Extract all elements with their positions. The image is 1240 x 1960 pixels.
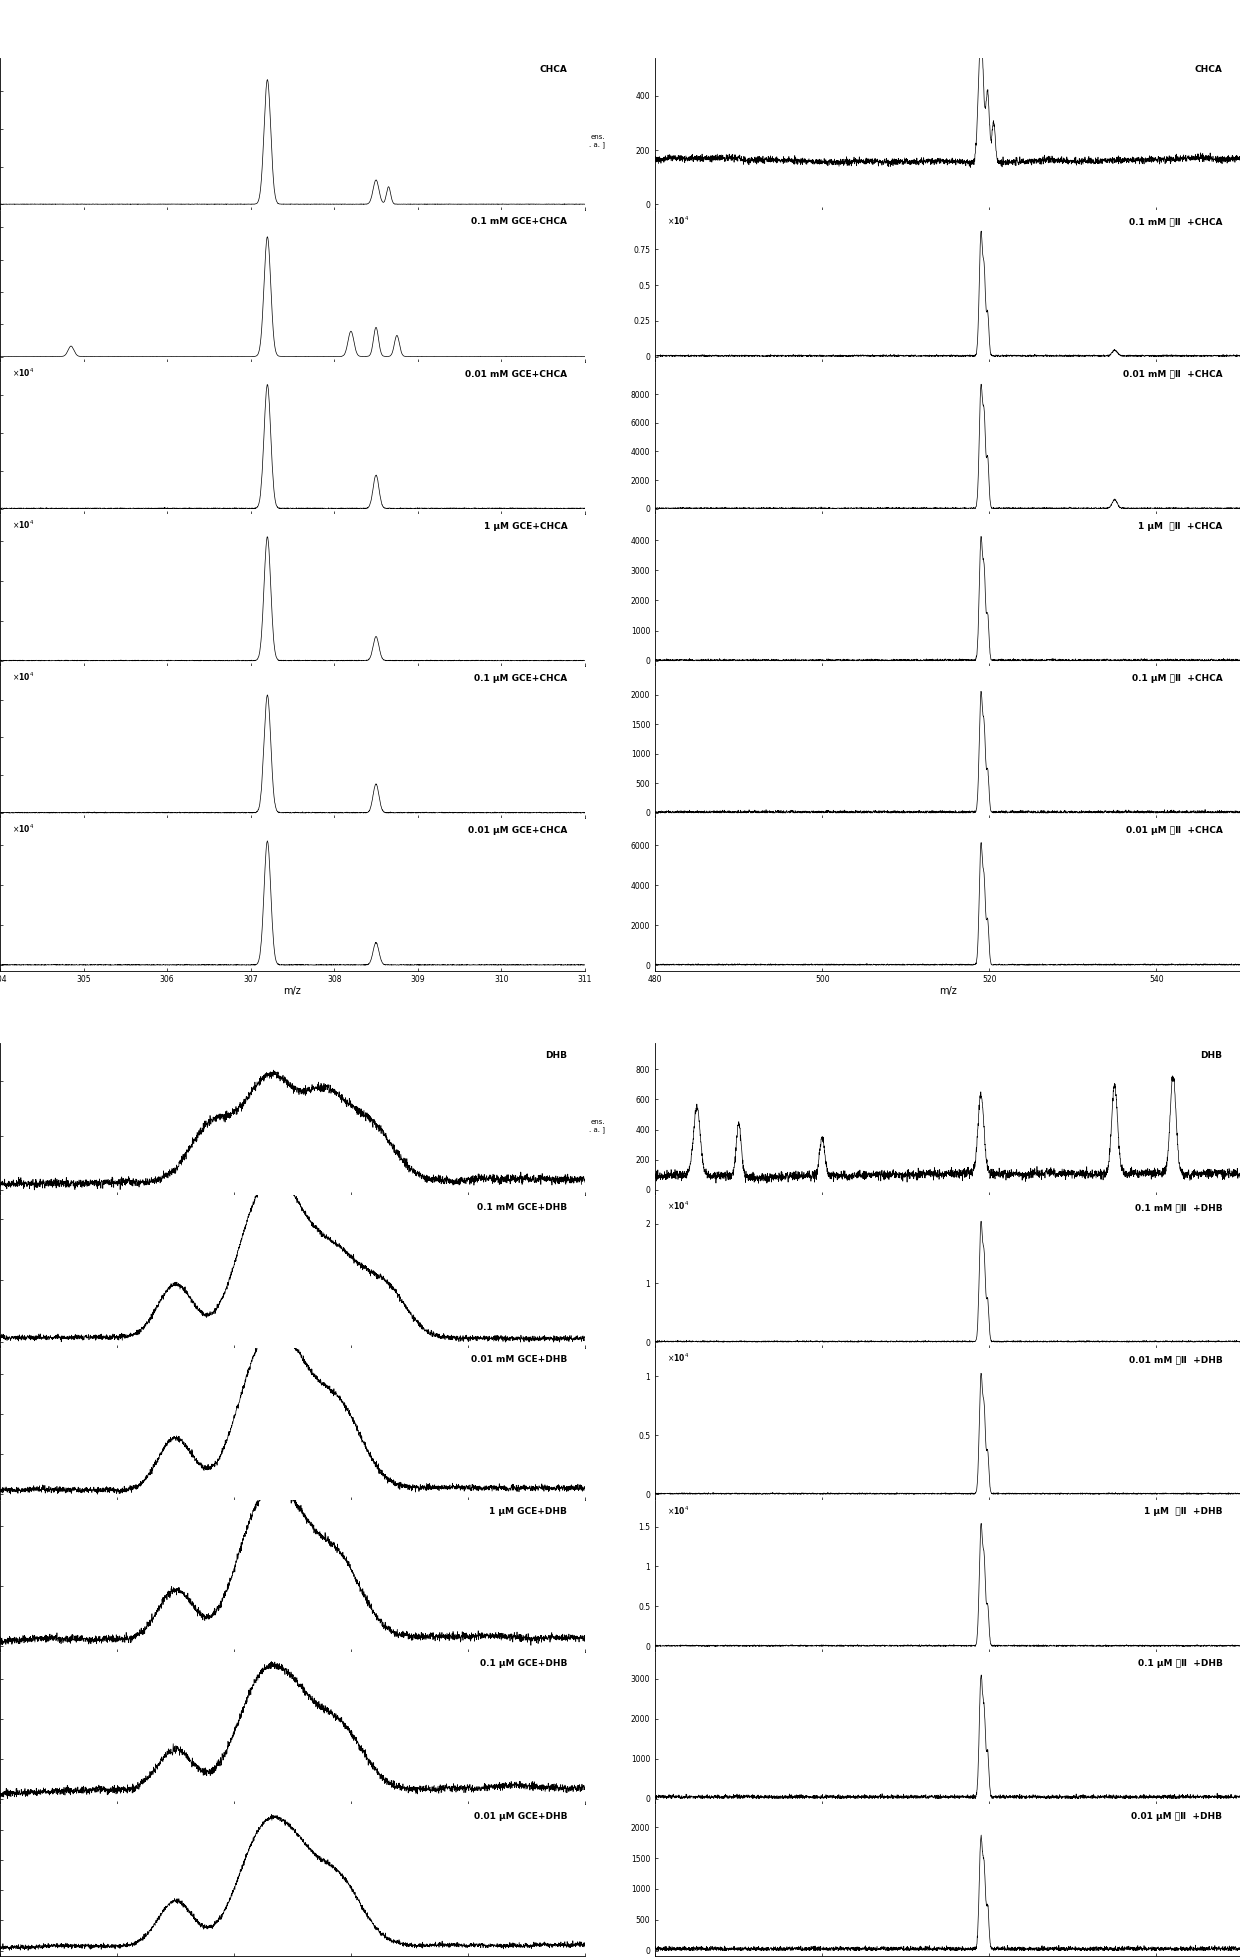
Text: $\times$10$^4$: $\times$10$^4$ (11, 823, 33, 835)
Y-axis label: ens.
. a. ]: ens. . a. ] (589, 133, 605, 147)
Text: 0.01 μM 式Ⅱ  +CHCA: 0.01 μM 式Ⅱ +CHCA (1126, 825, 1223, 835)
Text: 0.1 μM GCE+DHB: 0.1 μM GCE+DHB (480, 1660, 568, 1668)
Text: $\times$10$^4$: $\times$10$^4$ (11, 367, 33, 378)
Text: 0.01 mM 式Ⅱ  +DHB: 0.01 mM 式Ⅱ +DHB (1128, 1354, 1223, 1364)
Text: 1 μM GCE+DHB: 1 μM GCE+DHB (490, 1507, 568, 1517)
Text: DHB: DHB (546, 1051, 568, 1060)
Text: $\times$10$^4$: $\times$10$^4$ (667, 214, 689, 227)
Text: 1 μM  式Ⅱ  +DHB: 1 μM 式Ⅱ +DHB (1145, 1507, 1223, 1517)
Text: 1 μM  式Ⅱ  +CHCA: 1 μM 式Ⅱ +CHCA (1138, 521, 1223, 531)
Text: 1 μM GCE+CHCA: 1 μM GCE+CHCA (484, 521, 568, 531)
Text: 0.1 μM 式Ⅱ  +CHCA: 0.1 μM 式Ⅱ +CHCA (1132, 674, 1223, 682)
Text: 0.1 mM 式Ⅱ  +CHCA: 0.1 mM 式Ⅱ +CHCA (1128, 218, 1223, 227)
Text: CHCA: CHCA (1194, 65, 1223, 74)
Text: CHCA: CHCA (539, 65, 568, 74)
Text: 0.1 μM 式Ⅱ  +DHB: 0.1 μM 式Ⅱ +DHB (1137, 1660, 1223, 1668)
Text: $\times$10$^4$: $\times$10$^4$ (667, 1503, 689, 1517)
Text: 0.1 μM GCE+CHCA: 0.1 μM GCE+CHCA (474, 674, 568, 682)
Text: DHB: DHB (1200, 1051, 1223, 1060)
Text: 0.01 mM GCE+CHCA: 0.01 mM GCE+CHCA (465, 370, 568, 378)
Text: 0.01 μM 式Ⅱ  +DHB: 0.01 μM 式Ⅱ +DHB (1131, 1811, 1223, 1821)
Text: 0.01 μM GCE+DHB: 0.01 μM GCE+DHB (474, 1811, 568, 1821)
Text: $\times$10$^4$: $\times$10$^4$ (667, 1200, 689, 1213)
Text: 0.1 mM 式Ⅱ  +DHB: 0.1 mM 式Ⅱ +DHB (1135, 1203, 1223, 1211)
Text: $\times$10$^4$: $\times$10$^4$ (667, 1352, 689, 1364)
Text: $\times$10$^4$: $\times$10$^4$ (11, 519, 33, 531)
X-axis label: m/z: m/z (284, 986, 301, 996)
Y-axis label: ens.
. a. ]: ens. . a. ] (589, 1119, 605, 1133)
Text: 0.1 mM GCE+DHB: 0.1 mM GCE+DHB (477, 1203, 568, 1211)
Text: 0.01 μM GCE+CHCA: 0.01 μM GCE+CHCA (467, 825, 568, 835)
Text: 0.1 mM GCE+CHCA: 0.1 mM GCE+CHCA (471, 218, 568, 227)
Text: 0.01 mM GCE+DHB: 0.01 mM GCE+DHB (471, 1354, 568, 1364)
Text: $\times$10$^4$: $\times$10$^4$ (11, 670, 33, 684)
X-axis label: m/z: m/z (939, 986, 956, 996)
Text: 0.01 mM 式Ⅱ  +CHCA: 0.01 mM 式Ⅱ +CHCA (1123, 370, 1223, 378)
